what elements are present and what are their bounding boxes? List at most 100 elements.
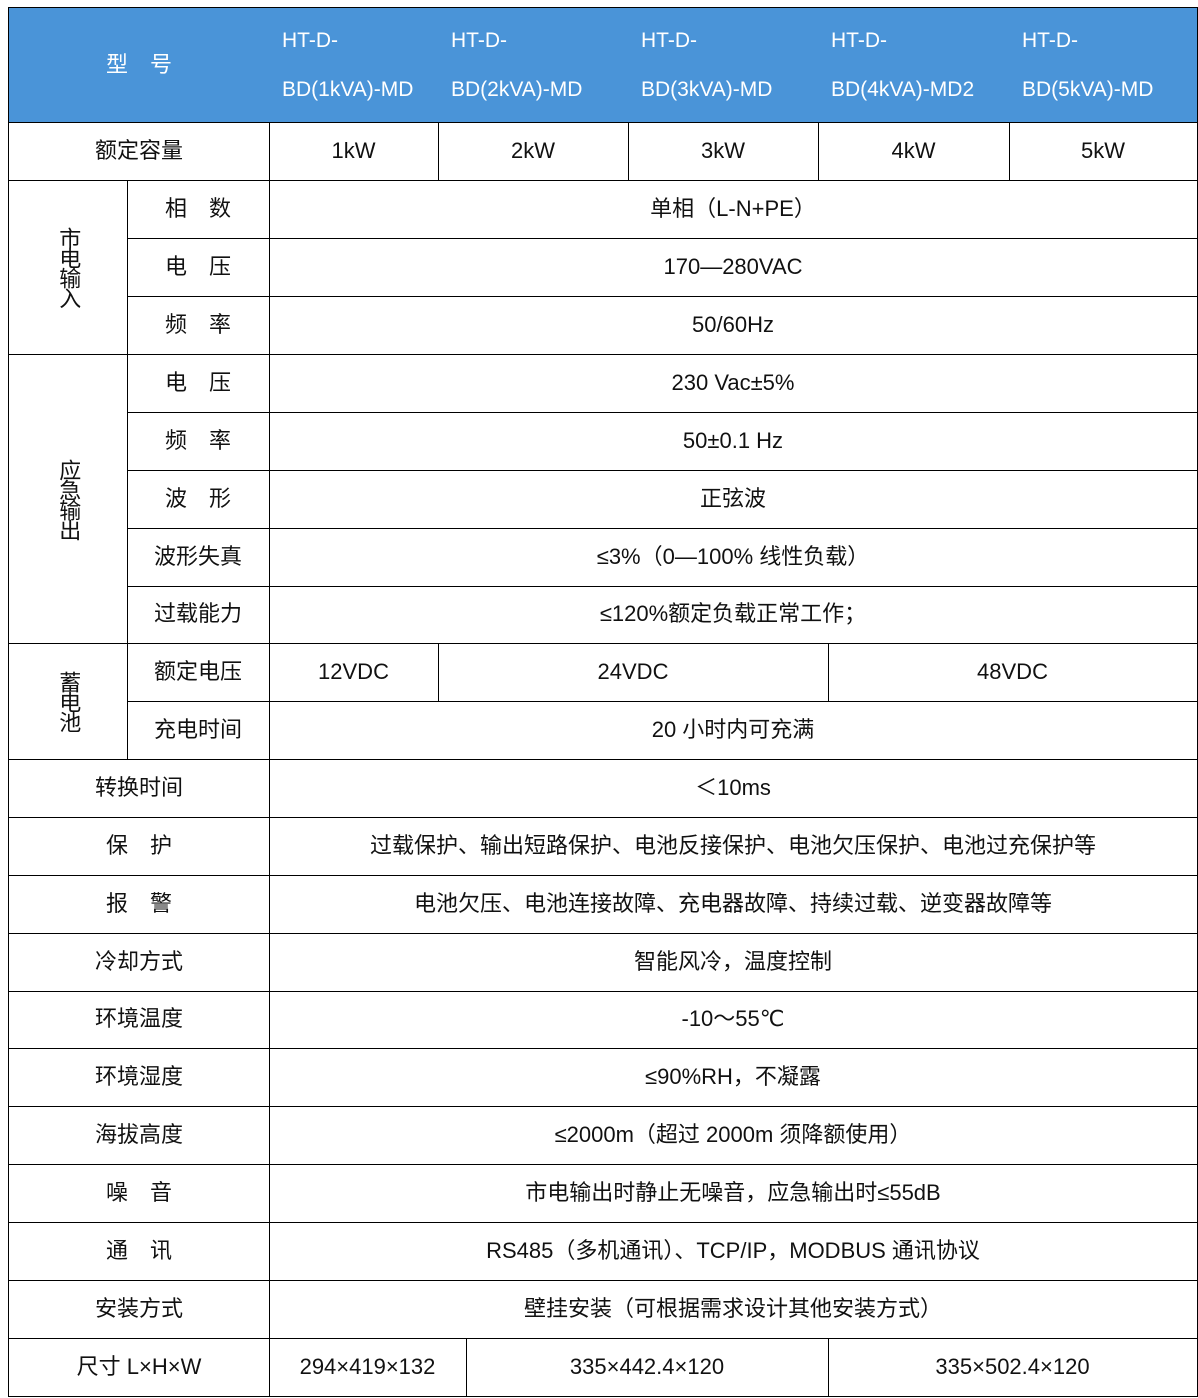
battery-voltage-text: 12VDC xyxy=(318,658,389,684)
emergency-row-value-text: ≤120%额定负载正常工作； xyxy=(599,601,867,627)
rated-value: 1kW xyxy=(269,122,439,181)
rated-value-text: 2kW xyxy=(511,137,555,163)
model-name-line: BD(1kVA)-MD xyxy=(282,77,414,101)
rated-value-text: 5kW xyxy=(1081,137,1125,163)
emergency-row-label-text: 电 压 xyxy=(164,369,231,395)
mains-row-value: 170—280VAC xyxy=(269,238,1198,297)
size-value: 335×442.4×120 xyxy=(466,1338,829,1397)
battery-voltage: 12VDC xyxy=(269,643,439,702)
model-header-label-text: 型 号 xyxy=(105,51,172,77)
mains-row-value-text: 170—280VAC xyxy=(663,253,803,279)
size-label: 尺寸 L×H×W xyxy=(8,1338,270,1397)
spec-row-value: ≤90%RH，不凝露 xyxy=(269,1048,1198,1107)
spec-row-label-text: 通 讯 xyxy=(105,1237,172,1263)
emergency-group-label: 应急输出 xyxy=(8,354,128,644)
emergency-row-value: 正弦波 xyxy=(269,470,1198,529)
spec-row-label: 安装方式 xyxy=(8,1280,270,1339)
size-label-text: 尺寸 L×H×W xyxy=(76,1353,202,1379)
spec-row-label: 通 讯 xyxy=(8,1222,270,1281)
spec-row-label-text: 冷却方式 xyxy=(94,948,183,974)
mains-group-label: 市电输入 xyxy=(8,180,128,355)
battery-voltage: 48VDC xyxy=(828,643,1198,702)
emergency-row-value: ≤120%额定负载正常工作； xyxy=(269,586,1198,644)
spec-row-label: 冷却方式 xyxy=(8,933,270,992)
size-value-text: 335×442.4×120 xyxy=(569,1353,725,1379)
emergency-group-label-text: 应急输出 xyxy=(56,458,82,539)
spec-row-value: 壁挂安装（可根据需求设计其他安装方式） xyxy=(269,1280,1198,1339)
spec-row-label: 噪 音 xyxy=(8,1164,270,1223)
spec-row-label: 报 警 xyxy=(8,875,270,934)
rated-label-text: 额定容量 xyxy=(94,137,183,163)
mains-row-label-text: 相 数 xyxy=(164,195,231,221)
emergency-row-label: 频 率 xyxy=(127,412,270,471)
model-header-label: 型 号 xyxy=(8,7,270,123)
spec-row-value: 过载保护、输出短路保护、电池反接保护、电池欠压保护、电池过充保护等 xyxy=(269,817,1198,876)
emergency-row-value-text: ≤3%（0—100% 线性负载） xyxy=(596,543,870,569)
battery-voltage-text: 48VDC xyxy=(977,658,1048,684)
cropped-heading xyxy=(0,0,1198,7)
spec-row-value-text: 智能风冷，温度控制 xyxy=(633,948,832,974)
spec-row-label: 海拔高度 xyxy=(8,1106,270,1165)
spec-row-value: ＜10ms xyxy=(269,759,1198,818)
mains-row-value-text: 50/60Hz xyxy=(692,311,774,337)
battery-charge-label-text: 充电时间 xyxy=(153,716,242,742)
size-value: 335×502.4×120 xyxy=(828,1338,1198,1397)
model-header-2: HT-D- BD(3kVA)-MD xyxy=(628,7,819,123)
mains-row-value: 50/60Hz xyxy=(269,296,1198,355)
spec-row-value-text: -10～55℃ xyxy=(681,1006,785,1032)
emergency-row-value-text: 正弦波 xyxy=(699,485,766,511)
spec-row-value: -10～55℃ xyxy=(269,991,1198,1049)
spec-row-value: 市电输出时静止无噪音，应急输出时≤55dB xyxy=(269,1164,1198,1223)
rated-label: 额定容量 xyxy=(8,122,270,181)
emergency-row-label-text: 波形失真 xyxy=(153,543,242,569)
battery-group-label: 蓄电池 xyxy=(8,643,128,760)
spec-row-value: 电池欠压、电池连接故障、充电器故障、持续过载、逆变器故障等 xyxy=(269,875,1198,934)
spec-row-label-text: 环境湿度 xyxy=(94,1063,183,1089)
spec-row-label: 转换时间 xyxy=(8,759,270,818)
emergency-row-label-text: 过载能力 xyxy=(153,601,242,627)
mains-row-label: 电 压 xyxy=(127,238,270,297)
model-name-line: HT-D- xyxy=(641,28,697,52)
rated-value-text: 3kW xyxy=(701,137,745,163)
spec-row-label: 环境湿度 xyxy=(8,1048,270,1107)
model-name-line: BD(3kVA)-MD xyxy=(641,77,773,101)
spec-row-label-text: 噪 音 xyxy=(105,1179,172,1205)
size-value-text: 335×502.4×120 xyxy=(935,1353,1090,1379)
mains-row-value-text: 单相（L-N+PE） xyxy=(650,195,816,221)
rated-value: 2kW xyxy=(438,122,629,181)
emergency-row-value-text: 50±0.1 Hz xyxy=(682,427,784,453)
model-name-line: BD(5kVA)-MD xyxy=(1022,77,1154,101)
battery-charge-label: 充电时间 xyxy=(127,701,270,760)
rated-value-text: 4kW xyxy=(891,137,936,163)
model-header-1: HT-D- BD(2kVA)-MD xyxy=(438,7,629,123)
spec-row-value-text: 市电输出时静止无噪音，应急输出时≤55dB xyxy=(525,1179,941,1205)
model-name-line: HT-D- xyxy=(282,28,338,52)
emergency-row-value: 230 Vac±5% xyxy=(269,354,1198,413)
spec-row-label-text: 报 警 xyxy=(105,890,172,916)
emergency-row-label-text: 频 率 xyxy=(164,427,231,453)
spec-row-value-text: RS485（多机通讯）、TCP/IP，MODBUS 通讯协议 xyxy=(486,1237,980,1263)
rated-value: 3kW xyxy=(628,122,819,181)
model-header-3: HT-D- BD(4kVA)-MD2 xyxy=(818,7,1010,123)
spec-row-value-text: ＜10ms xyxy=(695,774,771,800)
mains-row-label: 频 率 xyxy=(127,296,270,355)
model-name-line: HT-D- xyxy=(831,28,887,52)
model-header-0: HT-D- BD(1kVA)-MD xyxy=(269,7,439,123)
emergency-row-value: ≤3%（0—100% 线性负载） xyxy=(269,528,1198,587)
battery-group-label-text: 蓄电池 xyxy=(56,671,82,731)
model-name-line: HT-D- xyxy=(451,28,507,52)
spec-row-label-text: 海拔高度 xyxy=(94,1121,183,1147)
emergency-row-label: 波形失真 xyxy=(127,528,270,587)
spec-row-value-text: ≤2000m（超过 2000m 须降额使用） xyxy=(554,1121,912,1147)
spec-row-value-text: 电池欠压、电池连接故障、充电器故障、持续过载、逆变器故障等 xyxy=(413,890,1052,916)
emergency-row-label: 电 压 xyxy=(127,354,270,413)
battery-charge-value: 20 小时内可充满 xyxy=(269,701,1198,760)
size-value: 294×419×132 xyxy=(269,1338,467,1397)
model-name-line: BD(4kVA)-MD2 xyxy=(831,77,975,101)
mains-group-label-text: 市电输入 xyxy=(56,227,82,307)
mains-row-value: 单相（L-N+PE） xyxy=(269,180,1198,239)
emergency-row-label-text: 波 形 xyxy=(164,485,231,511)
model-name-line: HT-D- xyxy=(1022,28,1078,52)
size-value-text: 294×419×132 xyxy=(299,1353,436,1379)
